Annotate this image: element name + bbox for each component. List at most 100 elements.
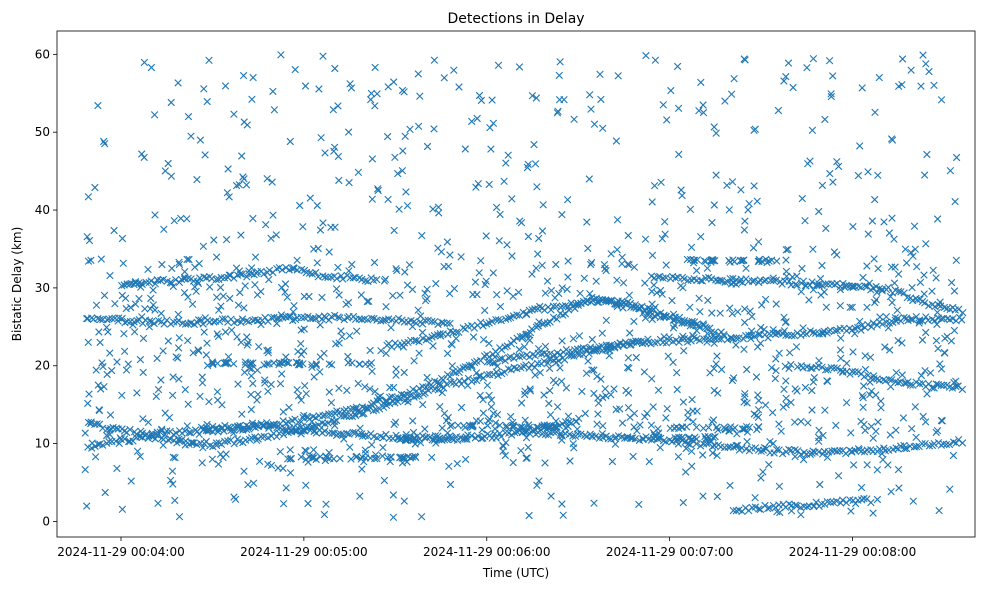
detection-marker xyxy=(297,340,305,348)
detection-marker xyxy=(477,318,485,326)
detection-marker xyxy=(849,282,857,290)
detection-marker xyxy=(673,385,681,394)
detection-marker xyxy=(355,360,363,368)
detection-marker xyxy=(918,297,927,306)
detection-marker xyxy=(169,480,177,488)
detection-marker xyxy=(164,337,172,345)
detection-marker xyxy=(541,459,549,467)
detection-marker xyxy=(508,252,516,260)
detection-marker xyxy=(513,311,521,319)
detection-marker xyxy=(594,399,603,407)
detection-marker xyxy=(290,302,298,310)
detection-marker xyxy=(251,253,260,261)
detection-marker xyxy=(871,195,879,204)
detection-marker xyxy=(97,255,105,263)
detection-marker xyxy=(446,372,454,381)
detection-marker xyxy=(572,301,580,309)
detection-marker xyxy=(279,408,287,416)
detection-marker xyxy=(809,328,817,337)
detection-marker xyxy=(410,336,419,345)
detection-marker xyxy=(825,57,834,65)
detection-marker xyxy=(106,271,114,280)
detection-marker xyxy=(445,462,453,470)
detection-marker xyxy=(634,337,643,346)
detection-marker xyxy=(198,379,207,387)
detection-marker xyxy=(712,360,720,368)
detection-marker xyxy=(316,226,325,234)
detection-marker xyxy=(669,358,677,366)
detection-marker xyxy=(724,443,732,451)
detection-marker xyxy=(249,73,257,82)
detection-marker xyxy=(524,335,532,343)
detection-marker xyxy=(745,200,753,208)
detection-marker xyxy=(892,426,900,434)
detection-marker xyxy=(95,420,104,428)
detection-marker xyxy=(418,328,427,337)
detection-marker xyxy=(874,171,882,179)
detection-marker xyxy=(132,430,141,439)
detection-marker xyxy=(273,433,281,441)
detection-marker xyxy=(371,63,379,72)
detection-marker xyxy=(507,366,515,374)
detection-marker xyxy=(564,257,572,265)
detection-marker xyxy=(884,283,892,292)
detection-marker xyxy=(412,337,421,345)
detection-marker xyxy=(613,276,621,284)
detection-marker xyxy=(816,274,825,283)
detection-marker xyxy=(769,274,777,282)
detection-marker xyxy=(877,404,885,412)
detection-marker xyxy=(820,288,828,296)
detection-marker xyxy=(588,366,596,374)
detection-marker xyxy=(249,379,257,388)
detection-marker xyxy=(229,360,238,368)
detection-marker xyxy=(115,314,123,322)
detection-marker xyxy=(619,304,627,312)
detection-marker xyxy=(422,383,430,391)
detection-marker xyxy=(907,315,915,324)
x-tick-label: 2024-11-29 00:05:00 xyxy=(240,545,367,559)
detection-marker xyxy=(773,445,781,454)
detection-marker xyxy=(747,327,756,335)
detection-marker xyxy=(331,311,339,320)
detection-marker xyxy=(531,371,539,379)
detection-marker xyxy=(921,440,929,448)
detection-marker xyxy=(416,92,424,100)
detection-marker xyxy=(890,279,899,287)
detection-marker xyxy=(270,359,278,367)
detection-marker xyxy=(221,360,230,368)
detection-marker xyxy=(741,425,749,433)
detection-marker xyxy=(374,186,382,195)
detection-marker xyxy=(888,376,896,384)
detection-marker xyxy=(659,101,667,109)
detection-marker xyxy=(238,152,246,160)
x-tick-label: 2024-11-29 00:06:00 xyxy=(423,545,550,559)
detection-marker xyxy=(469,422,477,430)
detection-marker xyxy=(496,421,504,429)
detection-marker xyxy=(438,436,446,444)
detection-marker xyxy=(483,381,492,389)
detection-marker xyxy=(347,84,356,92)
x-tick-label: 2024-11-29 00:08:00 xyxy=(789,545,916,559)
detection-marker xyxy=(587,260,595,269)
detection-marker xyxy=(703,264,712,272)
detection-marker xyxy=(251,281,259,289)
detection-marker xyxy=(157,376,165,384)
detection-marker xyxy=(726,443,734,451)
detection-marker xyxy=(775,420,783,428)
detection-marker xyxy=(578,387,586,396)
detection-marker xyxy=(455,83,463,91)
detection-marker xyxy=(482,277,490,285)
detection-marker xyxy=(367,314,376,322)
detection-marker xyxy=(851,499,860,508)
detection-marker xyxy=(801,383,810,392)
detection-marker xyxy=(547,492,555,500)
detection-marker xyxy=(596,70,604,78)
detection-marker xyxy=(688,317,696,326)
detection-marker xyxy=(320,312,329,320)
detection-marker xyxy=(926,369,935,377)
detection-marker xyxy=(821,406,829,414)
detection-marker xyxy=(224,165,232,173)
detection-marker xyxy=(598,329,606,337)
detection-marker xyxy=(273,423,281,432)
detection-marker xyxy=(886,346,894,354)
